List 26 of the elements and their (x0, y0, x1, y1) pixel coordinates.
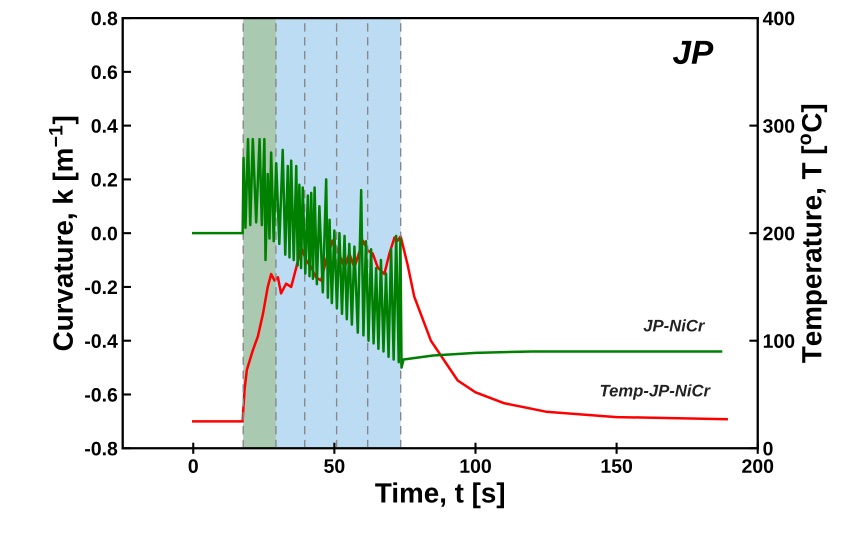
y-tick-label: -0.4 (85, 334, 118, 348)
y-tick-label: -0.8 (85, 442, 118, 456)
y2-tick-label: 0 (763, 442, 773, 456)
y2-tick-label: 200 (763, 226, 794, 240)
series-label: JP-NiCr (643, 319, 706, 332)
x-tick-label: 200 (742, 459, 774, 473)
y-tick-label: 0.8 (92, 12, 118, 26)
x-axis-title: Time, t [s] (375, 482, 504, 508)
y-tick-label: -0.2 (85, 280, 118, 294)
y-tick-label: 0.2 (92, 172, 118, 187)
y-axis-title: Curvature, k [m$^{−1}$] (49, 116, 78, 350)
y-tick-label: 0.6 (92, 65, 118, 80)
y-tick-label: 0.0 (92, 226, 118, 240)
x-tick-label: 150 (602, 459, 632, 473)
y-tick-label: 0.4 (92, 119, 118, 133)
line-series (192, 138, 722, 369)
x-tick-label: 50 (324, 459, 344, 473)
annotation: JP (672, 40, 714, 64)
y2-axis-title: Temperature, T [$^{o}$C] (800, 104, 828, 363)
y2-tick-label: 400 (762, 12, 794, 26)
y-tick-label: -0.6 (85, 388, 118, 402)
y2-tick-label: 300 (763, 119, 794, 133)
y2-tick-label: 100 (764, 334, 794, 348)
x-tick-label: 100 (460, 459, 491, 473)
series-label: Temp-JP-NiCr (600, 384, 711, 400)
x-tick-label: 0 (188, 459, 198, 473)
